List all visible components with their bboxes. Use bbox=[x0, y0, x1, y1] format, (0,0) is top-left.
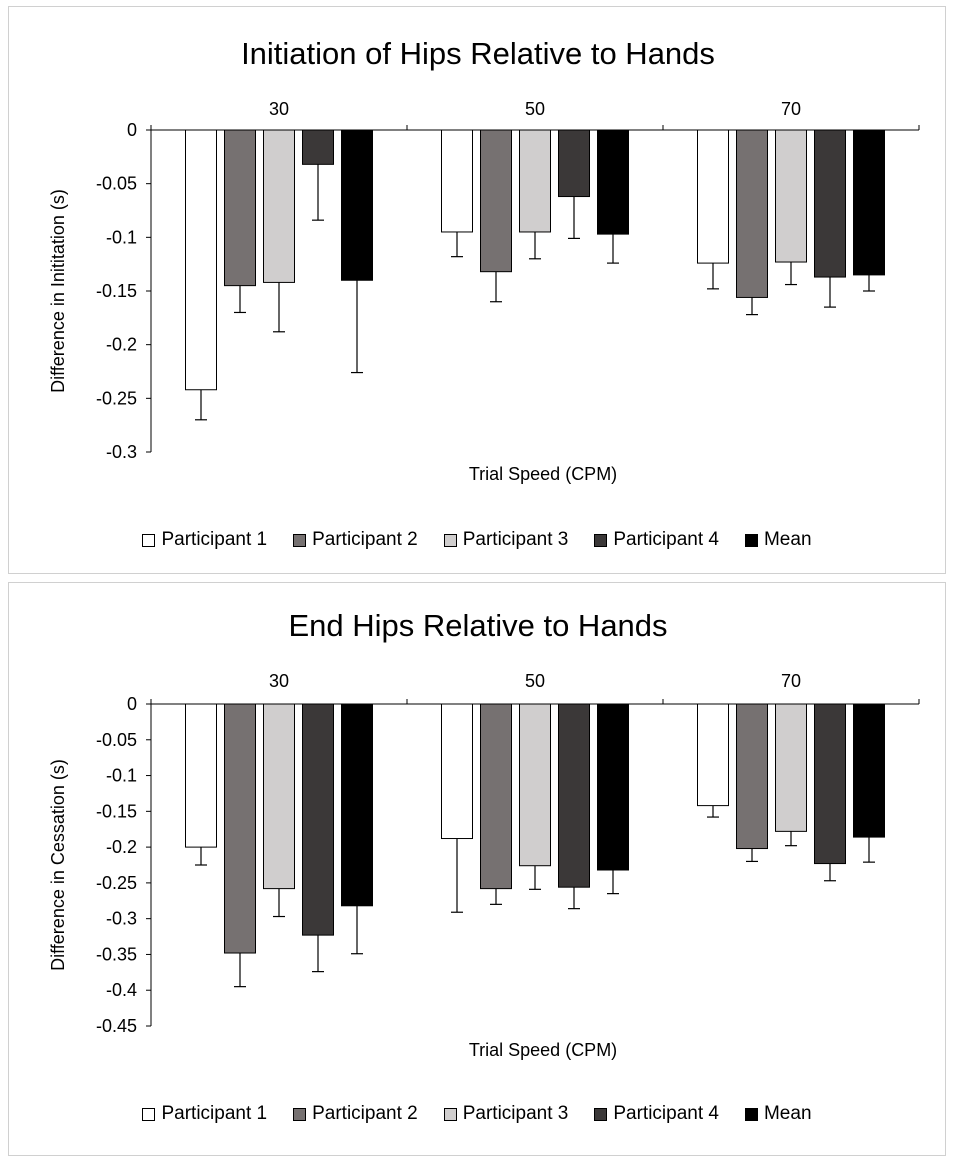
bar bbox=[441, 129, 473, 233]
legend-swatch bbox=[744, 1107, 758, 1121]
legend-swatch bbox=[594, 1107, 608, 1121]
legend-label: Participant 4 bbox=[613, 1103, 719, 1124]
legend-swatch bbox=[744, 533, 758, 547]
category-label: 50 bbox=[525, 99, 545, 119]
bar bbox=[341, 129, 373, 281]
category-label: 70 bbox=[781, 671, 801, 691]
legend-swatch bbox=[142, 533, 156, 547]
legend-item: Participant 1 bbox=[142, 529, 267, 551]
category-label: 50 bbox=[525, 671, 545, 691]
chart-panel-initiation: Initiation of Hips Relative to Hands 0 -0.… bbox=[8, 6, 946, 574]
y-tick-label: -0.2 bbox=[106, 335, 137, 355]
chart-panel-cessation: End Hips Relative to Hands 0 -0.05 -0.1 -0.1… bbox=[8, 582, 946, 1156]
y-tick-label: -0.4 bbox=[106, 980, 137, 1000]
legend-label: Participant 4 bbox=[613, 529, 719, 550]
y-tick-label: -0.3 bbox=[106, 909, 137, 929]
legend-swatch bbox=[594, 533, 608, 547]
bar bbox=[736, 129, 768, 298]
y-tick-label: -0.05 bbox=[96, 174, 137, 194]
category-label: 30 bbox=[269, 671, 289, 691]
y-tick-label: -0.3 bbox=[106, 442, 137, 462]
y-tick-label: -0.15 bbox=[96, 801, 137, 821]
cessation-chart: End Hips Relative to Hands 0 -0.05 -0.1 -0.1… bbox=[48, 608, 920, 1060]
legend-swatch bbox=[443, 1107, 457, 1121]
y-tick-label: 0 bbox=[127, 120, 137, 140]
bar bbox=[814, 129, 846, 278]
bar bbox=[853, 129, 885, 276]
legend-label: Participant 2 bbox=[312, 1103, 418, 1124]
chart-legend: Participant 1 Participant 2 Participant 3 P… bbox=[9, 529, 945, 551]
legend-item: Mean bbox=[744, 1103, 812, 1125]
bar bbox=[224, 703, 256, 954]
legend-swatch bbox=[293, 533, 307, 547]
y-tick-label: -0.1 bbox=[106, 227, 137, 247]
y-tick-label: -0.25 bbox=[96, 388, 137, 408]
bar bbox=[775, 129, 807, 263]
x-axis-title: Trial Speed (CPM) bbox=[469, 1040, 617, 1060]
bar bbox=[263, 129, 295, 283]
legend-label: Participant 3 bbox=[462, 529, 569, 550]
x-axis-title: Trial Speed (CPM) bbox=[469, 464, 617, 484]
y-axis-title: Difference in Inititation (s) bbox=[48, 189, 68, 393]
bar bbox=[302, 703, 334, 936]
y-tick-label: -0.25 bbox=[96, 873, 137, 893]
legend-swatch bbox=[293, 1107, 307, 1121]
bar bbox=[697, 129, 729, 264]
legend-swatch bbox=[142, 1107, 156, 1121]
bar bbox=[263, 703, 295, 890]
y-tick-label: -0.35 bbox=[96, 944, 137, 964]
bar bbox=[185, 703, 217, 848]
chart-title: Initiation of Hips Relative to Hands bbox=[241, 36, 715, 71]
bar bbox=[558, 129, 590, 198]
y-axis-title: Difference in Cessation (s) bbox=[48, 759, 68, 971]
bar bbox=[853, 703, 885, 838]
legend-item: Participant 4 bbox=[594, 1103, 719, 1125]
bar bbox=[697, 703, 729, 807]
legend-item: Participant 2 bbox=[293, 1103, 418, 1125]
y-tick-label: -0.15 bbox=[96, 281, 137, 301]
chart-title: End Hips Relative to Hands bbox=[288, 608, 667, 643]
legend-swatch bbox=[443, 533, 457, 547]
legend-label: Participant 1 bbox=[161, 529, 268, 550]
bar bbox=[302, 129, 334, 165]
bar bbox=[597, 703, 629, 871]
category-label: 70 bbox=[781, 99, 801, 119]
legend-label: Participant 1 bbox=[161, 1103, 268, 1124]
bar bbox=[480, 703, 512, 890]
y-tick-label: -0.45 bbox=[96, 1016, 137, 1036]
bar bbox=[224, 129, 256, 287]
legend-item: Participant 3 bbox=[443, 529, 569, 551]
bar bbox=[519, 129, 551, 233]
legend-item: Participant 1 bbox=[142, 1103, 267, 1125]
y-tick-label: -0.05 bbox=[96, 730, 137, 750]
bar bbox=[185, 129, 217, 391]
bar bbox=[480, 129, 512, 273]
bar bbox=[736, 703, 768, 850]
y-tick-label: -0.1 bbox=[106, 766, 137, 786]
legend-label: Participant 2 bbox=[312, 529, 418, 550]
legend-label: Mean bbox=[763, 1103, 812, 1124]
bar bbox=[775, 703, 807, 832]
bar bbox=[441, 703, 473, 840]
bar bbox=[519, 703, 551, 867]
initiation-chart: Initiation of Hips Relative to Hands 0 -0.… bbox=[48, 36, 920, 484]
y-tick-label: -0.2 bbox=[106, 837, 137, 857]
legend-label: Participant 3 bbox=[462, 1103, 569, 1124]
bar bbox=[558, 703, 590, 888]
legend-item: Participant 4 bbox=[594, 529, 719, 551]
y-tick-label: 0 bbox=[127, 694, 137, 714]
category-label: 30 bbox=[269, 99, 289, 119]
bar bbox=[597, 129, 629, 235]
chart-legend: Participant 1 Participant 2 Participant 3 P… bbox=[9, 1103, 945, 1125]
bar bbox=[814, 703, 846, 865]
bar bbox=[341, 703, 373, 907]
legend-label: Mean bbox=[763, 529, 812, 550]
legend-item: Participant 3 bbox=[443, 1103, 569, 1125]
legend-item: Participant 2 bbox=[293, 529, 418, 551]
legend-item: Mean bbox=[744, 529, 812, 551]
